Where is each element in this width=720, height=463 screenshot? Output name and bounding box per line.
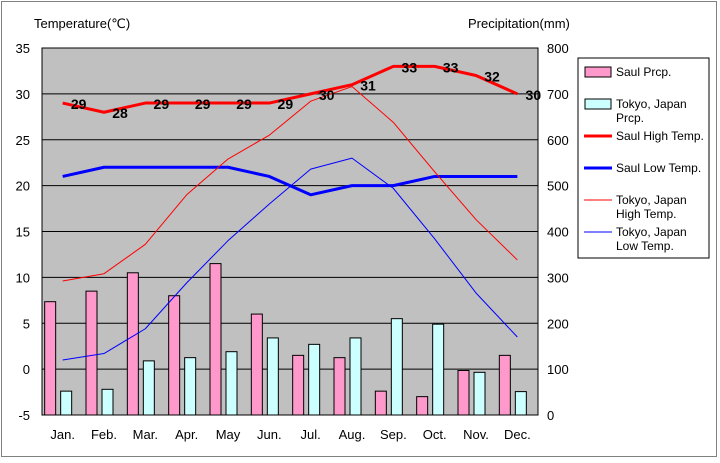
bar (390, 318, 403, 416)
bar (292, 354, 305, 416)
right-tick-label: 600 (547, 133, 569, 148)
legend-label: Tokyo, Japan (616, 193, 687, 207)
x-tick-label: Dec. (504, 427, 531, 442)
x-tick-label: Jan. (50, 427, 75, 442)
left-tick-label: 0 (23, 362, 30, 377)
data-label: 30 (319, 87, 335, 103)
bar (457, 370, 470, 416)
bar (514, 391, 527, 416)
bar (266, 337, 279, 416)
legend-label: Tokyo, Japan (616, 225, 687, 239)
data-label: 29 (154, 96, 170, 112)
x-tick-label: Apr. (175, 427, 198, 442)
bar (374, 390, 387, 416)
legend-label: Tokyo, Japan (616, 97, 687, 111)
data-label: 28 (112, 105, 128, 121)
right-tick-label: 200 (547, 316, 569, 331)
bar (168, 295, 181, 416)
bars-layer (44, 263, 527, 416)
x-tick-label: Jun. (257, 427, 282, 442)
bar (44, 301, 57, 416)
legend-label: Prcp. (616, 111, 644, 125)
data-label: 29 (278, 96, 294, 112)
x-tick-label: Nov. (463, 427, 489, 442)
bar (432, 323, 445, 416)
series-line (62, 157, 518, 361)
left-tick-label: 35 (16, 41, 30, 56)
right-tick-label: 300 (547, 270, 569, 285)
x-tick-label: May (216, 427, 241, 442)
x-tick-label: Jul. (301, 427, 321, 442)
left-tick-label: -5 (18, 408, 30, 423)
data-label: 30 (526, 87, 542, 103)
x-tick-label: Feb. (91, 427, 117, 442)
right-tick-label: 0 (547, 408, 554, 423)
legend-box (577, 57, 710, 259)
data-label: 32 (484, 69, 500, 85)
left-tick-label: 20 (16, 179, 30, 194)
chart-frame: 29 28 29 29 29 29 30 31 33 33 32 30 -5 0 5 10 15 20 25 30 3… (1, 1, 717, 457)
legend-label: Saul Prcp. (616, 65, 671, 79)
bar (184, 357, 197, 416)
bar (60, 390, 73, 416)
data-label: 29 (71, 96, 87, 112)
right-axis-title: Precipitation(mm) (468, 16, 570, 31)
data-label: 33 (443, 59, 459, 75)
left-tick-label: 5 (23, 316, 30, 331)
right-tick-label: 400 (547, 225, 569, 240)
x-tick-label: Mar. (133, 427, 158, 442)
bar (308, 343, 321, 416)
right-tick-label: 700 (547, 87, 569, 102)
series-line (62, 165, 518, 197)
right-tick-label: 800 (547, 41, 569, 56)
bar (416, 396, 429, 416)
ticks-layer: -5 0 5 10 15 20 25 30 35 0 100 200 300 400 500 600 700 80… (16, 41, 569, 442)
bar (473, 371, 486, 416)
bar (225, 351, 238, 416)
x-tick-label: Sep. (380, 427, 407, 442)
data-label: 29 (195, 96, 211, 112)
right-tick-label: 100 (547, 362, 569, 377)
left-tick-label: 15 (16, 225, 30, 240)
right-tick-label: 500 (547, 179, 569, 194)
bar (349, 337, 362, 416)
series-line (62, 86, 518, 282)
x-tick-label: Aug. (339, 427, 366, 442)
bar (250, 313, 263, 416)
legend-label: Saul High Temp. (616, 129, 704, 143)
left-tick-label: 10 (16, 270, 30, 285)
data-label: 33 (402, 59, 418, 75)
bar (209, 263, 222, 416)
bar (85, 290, 98, 416)
climate-chart: 29 28 29 29 29 29 30 31 33 33 32 30 -5 0 5 10 15 20 25 30 3… (16, 16, 710, 442)
left-axis-title: Temperature(℃) (34, 16, 130, 31)
data-labels-layer: 29 28 29 29 29 29 30 31 33 33 32 30 (71, 59, 541, 121)
data-label: 31 (360, 78, 376, 94)
legend-swatch (584, 66, 612, 78)
left-tick-label: 30 (16, 87, 30, 102)
legend-label: High Temp. (616, 207, 676, 221)
bar (101, 388, 114, 416)
bar (498, 354, 511, 416)
legend-swatch (584, 98, 612, 110)
lines-layer (62, 64, 518, 361)
bar (126, 272, 139, 416)
legend-label: Saul Low Temp. (616, 161, 701, 175)
legend-label: Low Temp. (616, 239, 674, 253)
bar (333, 357, 346, 416)
series-line (62, 64, 518, 114)
data-label: 29 (236, 96, 252, 112)
left-tick-label: 25 (16, 133, 30, 148)
x-tick-label: Oct. (423, 427, 447, 442)
bar (142, 360, 155, 416)
